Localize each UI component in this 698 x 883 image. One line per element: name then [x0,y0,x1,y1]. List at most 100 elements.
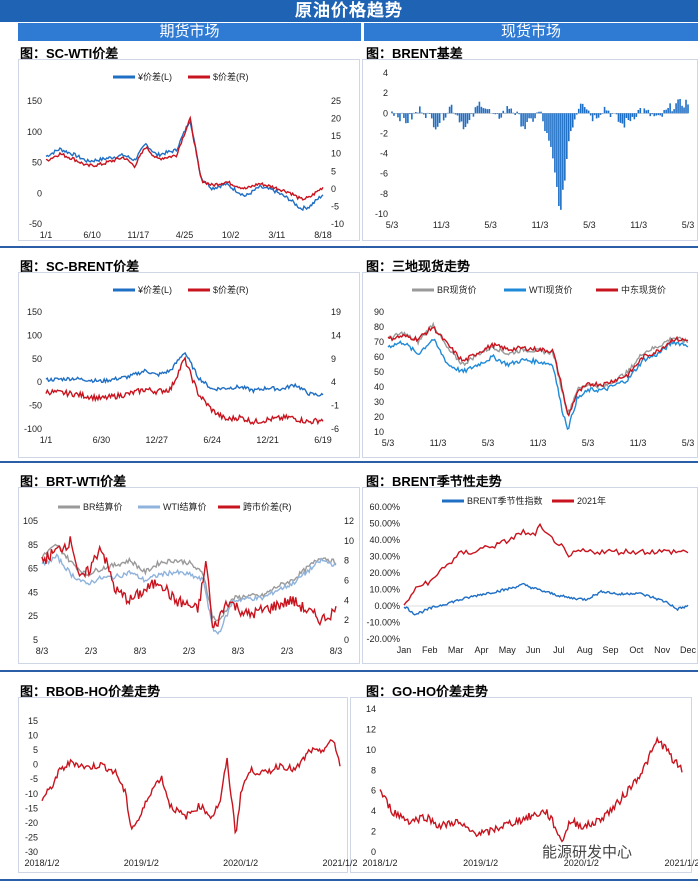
x-tick-label: 6/30 [93,435,111,445]
x-tick-label: May [499,645,517,655]
y-left-tick-label: 100 [27,127,42,137]
y-left-tick-label: 0 [371,847,376,857]
y-left-tick-label: 14 [366,704,376,714]
y-left-tick-label: 5 [33,635,38,645]
y-left-tick-label: -20.00% [366,634,400,644]
series-line-2 [45,115,324,201]
y-left-tick-label: 65 [28,564,38,574]
y-left-tick-label: 85 [28,540,38,550]
x-tick-label: 5/3 [682,438,695,448]
y-left-tick-label: 10 [374,427,384,437]
legend-label: BR结算价 [83,501,123,512]
x-tick-label: Dec [680,645,697,655]
y-right-tick-label: -1 [331,401,339,411]
x-tick-label: 1/1 [40,435,53,445]
y-left-tick-label: -10.00% [366,618,400,628]
y-left-tick-label: 10 [28,731,38,741]
y-right-tick-label: -6 [331,424,339,434]
y-right-tick-label: 4 [331,377,336,387]
x-tick-label: 11/17 [127,230,149,240]
x-tick-label: 11/3 [532,220,549,230]
y-left-tick-label: -20 [25,818,38,828]
x-tick-label: Jun [526,645,541,655]
x-tick-label: Nov [654,645,671,655]
y-left-tick-label: 12 [366,724,376,734]
x-tick-label: 2019/1/2 [463,858,498,868]
chart-brent-seasonal: 60.00% 50.00% 40.00% 30.00% 20.00% 10.00% 0.00… [366,495,697,655]
series-line-1 [379,735,683,843]
y-right-tick-label: 12 [344,516,354,526]
x-tick-label: 2021/1/2 [322,858,357,868]
y-left-tick-label: -4 [380,149,388,159]
x-tick-label: 2020/1/2 [564,858,599,868]
bottom-rule [0,879,698,881]
x-tick-label: 5/3 [583,220,596,230]
y-right-tick-label: 0 [344,635,349,645]
x-tick-label: Feb [422,645,438,655]
x-tick-label: 1/1 [40,230,53,240]
series-line-1 [403,582,689,616]
panel-title-brt-wti: 图：BRT-WTI价差 [20,474,127,489]
series-line-2 [387,338,689,431]
x-tick-label: 8/18 [314,230,332,240]
panel-title-go-ho: 图：GO-HO价差走势 [366,684,489,699]
x-tick-label: Jul [553,645,565,655]
y-left-tick-label: 25 [28,611,38,621]
y-right-tick-label: 6 [344,576,349,586]
y-right-tick-label: -5 [331,201,339,211]
x-tick-label: 6/19 [314,435,332,445]
y-left-tick-label: 0.00% [374,601,400,611]
x-tick-label: 11/3 [530,438,547,448]
y-left-tick-label: -10 [25,789,38,799]
x-tick-label: 8/3 [330,646,343,656]
chart-sc-brent: 150 100 50 0 -50 -100 19 14 9 4 -1 -6 1/1 6/30 12/27 6/… [24,284,341,445]
series-line-3 [387,326,689,417]
y-left-tick-label: 50.00% [369,519,400,529]
series-line-3 [41,536,337,629]
y-left-tick-label: -10 [375,209,388,219]
page-title: 原油价格趋势 [295,1,403,20]
x-tick-label: 2020/1/2 [223,858,258,868]
futures-column-header: 期货市场 [18,23,361,41]
chart-brent-basis: 420-2-4-6-8-105/3 11/3 5/3 11/3 5/3 11/3 5/3 [375,68,694,230]
panel-title-brent-seasonal: 图：BRENT季节性走势 [366,474,502,489]
y-right-tick-label: -10 [331,219,344,229]
series-line-2 [45,355,324,426]
x-tick-label: 8/3 [134,646,147,656]
y-right-tick-label: 19 [331,307,341,317]
legend-label: WTI现货价 [529,284,573,295]
y-left-tick-label: -15 [25,803,38,813]
series-line-1 [45,351,324,397]
row-divider [0,246,698,248]
series-line-2 [403,522,689,606]
x-tick-label: 6/10 [83,230,101,240]
y-right-tick-label: 10 [331,149,341,159]
x-tick-label: 2/3 [85,646,98,656]
legend-label: 2021年 [577,495,606,506]
chart-frame-sc-brent [18,272,360,458]
page-banner: 原油价格趋势 [0,0,698,22]
y-left-tick-label: 15 [28,716,38,726]
y-right-tick-label: 14 [331,330,341,340]
x-tick-label: 6/24 [203,435,221,445]
y-left-tick-label: 60 [374,352,384,362]
y-left-tick-label: 4 [371,806,376,816]
panel-title-sc-wti: 图：SC-WTI价差 [20,46,119,61]
y-left-tick-label: 40.00% [369,535,400,545]
y-left-tick-label: 8 [371,765,376,775]
y-left-tick-label: 0 [33,760,38,770]
x-tick-label: 11/3 [630,438,647,448]
y-left-tick-label: 0 [37,188,42,198]
y-left-tick-label: 0 [37,377,42,387]
x-tick-label: 12/27 [146,435,169,445]
y-left-tick-label: -25 [25,832,38,842]
y-left-tick-label: 30 [374,397,384,407]
y-left-tick-label: 30.00% [369,552,400,562]
x-tick-label: 11/3 [433,220,450,230]
y-right-tick-label: 15 [331,131,341,141]
y-left-tick-label: 2 [371,827,376,837]
y-left-tick-label: 80 [374,322,384,332]
spot-column-header: 现货市场 [364,23,698,41]
